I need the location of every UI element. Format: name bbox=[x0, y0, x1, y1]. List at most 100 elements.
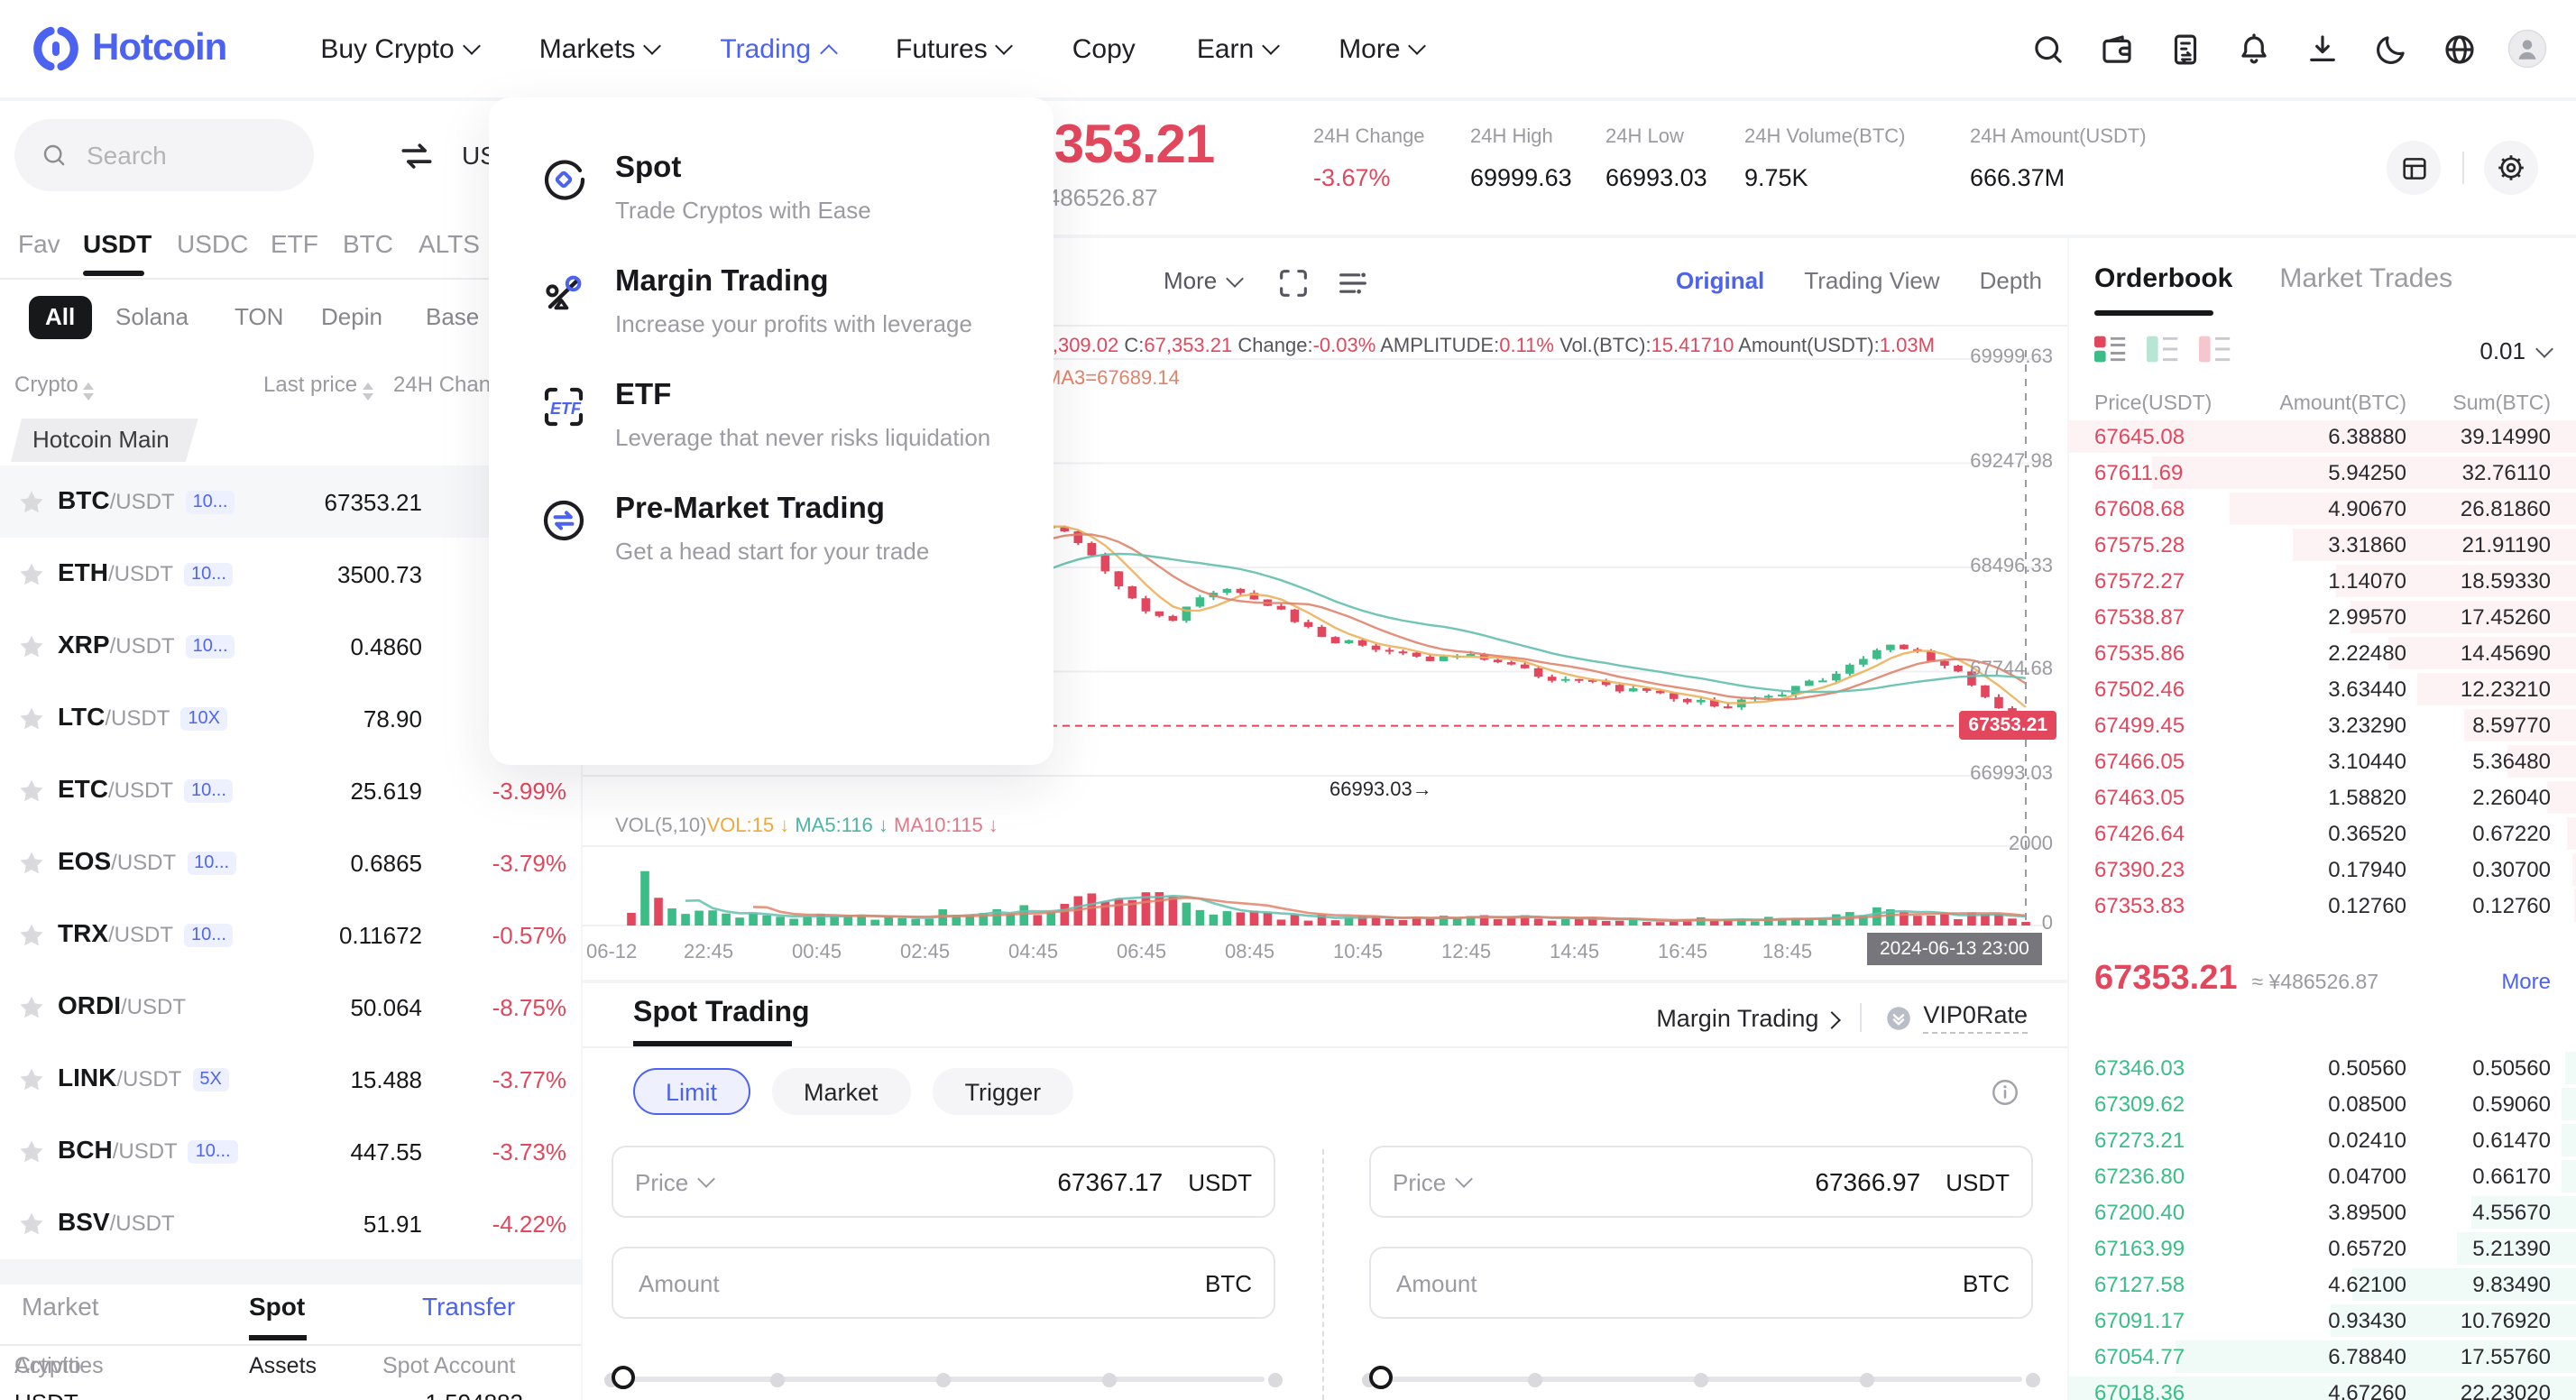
slider-tick[interactable] bbox=[936, 1372, 951, 1386]
nav-item-earn[interactable]: Earn bbox=[1197, 33, 1281, 64]
amount-field[interactable]: BTC bbox=[1369, 1247, 2033, 1319]
wallet-icon[interactable] bbox=[2096, 29, 2136, 69]
favorite-star-icon[interactable] bbox=[18, 632, 45, 659]
market-tab-usdc[interactable]: USDC bbox=[177, 229, 249, 258]
favorite-star-icon[interactable] bbox=[18, 705, 45, 732]
info-icon[interactable] bbox=[1990, 1077, 2020, 1108]
search-icon[interactable] bbox=[2028, 29, 2067, 69]
bid-row[interactable]: 67273.21 0.02410 0.61470 bbox=[2069, 1122, 2576, 1158]
view-bids-icon[interactable] bbox=[2147, 336, 2179, 363]
avatar-icon[interactable] bbox=[2507, 29, 2547, 69]
market-tab-btc[interactable]: BTC bbox=[343, 229, 393, 258]
favorite-star-icon[interactable] bbox=[18, 1065, 45, 1092]
ask-row[interactable]: 67353.83 0.12760 0.12760 bbox=[2069, 888, 2576, 924]
slider-tick[interactable] bbox=[770, 1372, 785, 1386]
col-crypto[interactable]: Crypto bbox=[14, 372, 95, 401]
slider-tick[interactable] bbox=[1102, 1372, 1117, 1386]
hotcoin-logo[interactable]: Hotcoin bbox=[32, 25, 227, 72]
market-row-bsv-usdt[interactable]: BSV/USDT 51.91 -4.22% bbox=[0, 1187, 581, 1259]
menu-item-etf[interactable]: ETF ETF Leverage that never risks liquidat… bbox=[489, 361, 1053, 474]
ask-row[interactable]: 67426.64 0.36520 0.67220 bbox=[2069, 815, 2576, 852]
bid-row[interactable]: 67236.80 0.04700 0.66170 bbox=[2069, 1158, 2576, 1194]
menu-item-margin-trading[interactable]: Margin Trading Increase your profits with… bbox=[489, 247, 1053, 361]
indicator-settings-icon[interactable] bbox=[1335, 265, 1371, 301]
slider-handle[interactable] bbox=[1369, 1366, 1393, 1389]
order-type-trigger[interactable]: Trigger bbox=[932, 1068, 1074, 1115]
nav-item-more[interactable]: More bbox=[1339, 33, 1427, 64]
precision-select[interactable]: 0.01 bbox=[2479, 337, 2553, 364]
market-tab-alts[interactable]: ALTS bbox=[419, 229, 480, 258]
view-asks-icon[interactable] bbox=[2199, 336, 2231, 363]
ask-row[interactable]: 67499.45 3.23290 8.59770 bbox=[2069, 707, 2576, 743]
bottom-tab-transfer[interactable]: Transfer bbox=[422, 1292, 516, 1321]
amount-input[interactable] bbox=[635, 1267, 1180, 1298]
ask-row[interactable]: 67390.23 0.17940 0.30700 bbox=[2069, 852, 2576, 888]
favorite-star-icon[interactable] bbox=[18, 1138, 45, 1165]
market-row-etc-usdt[interactable]: ETC/USDT 10... 25.619 -3.99% bbox=[0, 754, 581, 826]
nav-item-markets[interactable]: Markets bbox=[539, 33, 662, 64]
chart-view-trading-view[interactable]: Trading View bbox=[1804, 267, 1940, 294]
favorite-star-icon[interactable] bbox=[18, 921, 45, 948]
filter-solana[interactable]: Solana bbox=[115, 303, 189, 330]
favorite-star-icon[interactable] bbox=[18, 1210, 45, 1237]
chart-view-depth[interactable]: Depth bbox=[1979, 267, 2042, 294]
bottom-tab-spot[interactable]: Spot bbox=[249, 1292, 306, 1321]
filter-depin[interactable]: Depin bbox=[321, 303, 382, 330]
amount-input[interactable] bbox=[1393, 1267, 1937, 1298]
vip-rate[interactable]: VIP0Rate bbox=[1883, 1001, 2028, 1034]
amount-field[interactable]: BTC bbox=[612, 1247, 1275, 1319]
nav-item-trading[interactable]: Trading bbox=[720, 33, 837, 64]
slider-tick[interactable] bbox=[1860, 1372, 1874, 1386]
ask-row[interactable]: 67645.08 6.38880 39.14990 bbox=[2069, 419, 2576, 455]
slider-handle[interactable] bbox=[612, 1366, 635, 1389]
menu-item-spot[interactable]: Spot Trade Cryptos with Ease bbox=[489, 134, 1053, 247]
globe-icon[interactable] bbox=[2439, 29, 2479, 69]
tab-spot-trading[interactable]: Spot Trading bbox=[633, 998, 810, 1028]
price-value[interactable]: 67366.97 bbox=[1815, 1167, 1921, 1196]
favorite-star-icon[interactable] bbox=[18, 849, 45, 876]
order-type-market[interactable]: Market bbox=[771, 1068, 911, 1115]
download-icon[interactable] bbox=[2302, 29, 2341, 69]
ask-row[interactable]: 67608.68 4.90670 26.81860 bbox=[2069, 491, 2576, 527]
orderbook-tab-orderbook[interactable]: Orderbook bbox=[2094, 263, 2233, 294]
bid-row[interactable]: 67309.62 0.08500 0.59060 bbox=[2069, 1086, 2576, 1122]
market-row-trx-usdt[interactable]: TRX/USDT 10... 0.11672 -0.57% bbox=[0, 898, 581, 971]
bid-row[interactable]: 67163.99 0.65720 5.21390 bbox=[2069, 1230, 2576, 1266]
ask-row[interactable]: 67538.87 2.99570 17.45260 bbox=[2069, 599, 2576, 635]
layout-button[interactable] bbox=[2387, 141, 2441, 195]
ask-row[interactable]: 67535.86 2.22480 14.45690 bbox=[2069, 635, 2576, 671]
ask-row[interactable]: 67572.27 1.14070 18.59330 bbox=[2069, 563, 2576, 599]
bell-icon[interactable] bbox=[2233, 29, 2273, 69]
search-box[interactable] bbox=[14, 119, 314, 191]
asset-row[interactable]: USDT 1.594882 bbox=[0, 1389, 581, 1400]
filter-base[interactable]: Base bbox=[426, 303, 480, 330]
menu-item-pre-market-trading[interactable]: Pre-Market Trading Get a head start for y… bbox=[489, 474, 1053, 588]
market-row-bch-usdt[interactable]: BCH/USDT 10... 447.55 -3.73% bbox=[0, 1115, 581, 1187]
favorite-star-icon[interactable] bbox=[18, 993, 45, 1020]
amount-slider[interactable] bbox=[604, 1366, 1283, 1391]
orders-icon[interactable] bbox=[2165, 29, 2204, 69]
chart-view-original[interactable]: Original bbox=[1676, 267, 1765, 294]
moon-icon[interactable] bbox=[2370, 29, 2410, 69]
slider-tick[interactable] bbox=[1694, 1372, 1708, 1386]
nav-item-copy[interactable]: Copy bbox=[1072, 33, 1136, 64]
market-tab-fav[interactable]: Fav bbox=[18, 229, 60, 258]
price-field[interactable]: Price 67366.97 USDT bbox=[1369, 1146, 2033, 1218]
bid-row[interactable]: 67127.58 4.62100 9.83490 bbox=[2069, 1266, 2576, 1303]
market-tab-usdt[interactable]: USDT bbox=[83, 229, 152, 258]
market-row-eos-usdt[interactable]: EOS/USDT 10... 0.6865 -3.79% bbox=[0, 826, 581, 898]
ask-row[interactable]: 67463.05 1.58820 2.26040 bbox=[2069, 779, 2576, 815]
convert-toggle-icon[interactable] bbox=[397, 137, 437, 177]
bid-row[interactable]: 67018.36 4.67260 22.23020 bbox=[2069, 1375, 2576, 1400]
favorite-star-icon[interactable] bbox=[18, 560, 45, 587]
ask-row[interactable]: 67575.28 3.31860 21.91190 bbox=[2069, 527, 2576, 563]
order-type-limit[interactable]: Limit bbox=[633, 1068, 750, 1115]
nav-item-futures[interactable]: Futures bbox=[896, 33, 1014, 64]
price-type-select[interactable]: Price bbox=[635, 1168, 715, 1195]
favorite-star-icon[interactable] bbox=[18, 777, 45, 804]
more-intervals-button[interactable]: More bbox=[1164, 267, 1244, 294]
ask-row[interactable]: 67502.46 3.63440 12.23210 bbox=[2069, 671, 2576, 707]
bid-row[interactable]: 67091.17 0.93430 10.76920 bbox=[2069, 1303, 2576, 1339]
nav-item-buy-crypto[interactable]: Buy Crypto bbox=[320, 33, 481, 64]
